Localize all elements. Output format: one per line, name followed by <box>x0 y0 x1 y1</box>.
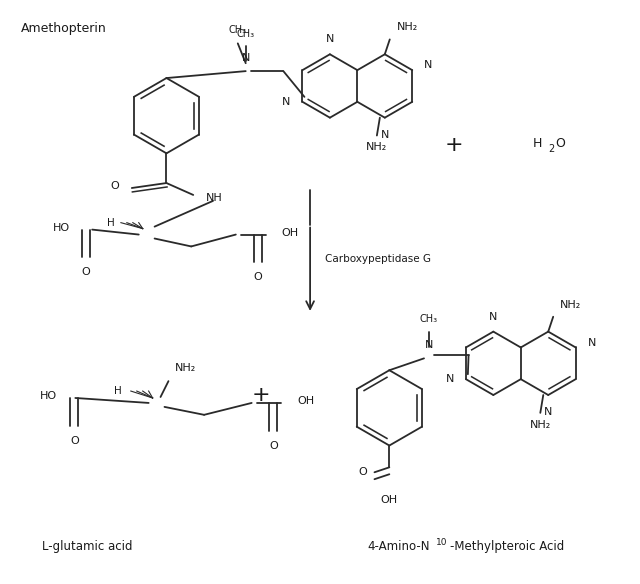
Text: +: + <box>444 135 463 155</box>
Text: NH: NH <box>206 193 223 203</box>
Text: O: O <box>253 272 262 282</box>
Text: N: N <box>241 53 250 63</box>
Text: H: H <box>114 386 122 396</box>
Text: O: O <box>556 137 566 150</box>
Text: CH₃: CH₃ <box>228 26 247 36</box>
Text: N: N <box>588 338 596 347</box>
Text: 10: 10 <box>436 537 447 547</box>
Text: HO: HO <box>40 391 56 401</box>
Text: N: N <box>445 374 454 384</box>
Text: N: N <box>381 130 389 140</box>
Text: N: N <box>326 34 334 44</box>
Text: NH₂: NH₂ <box>397 23 418 33</box>
Text: N: N <box>489 312 497 322</box>
Text: CH₃: CH₃ <box>237 29 255 40</box>
Text: L-glutamic acid: L-glutamic acid <box>42 540 132 554</box>
Text: OH: OH <box>282 228 298 238</box>
Text: N: N <box>424 60 433 70</box>
Text: OH: OH <box>297 396 314 406</box>
Text: H: H <box>533 137 542 150</box>
Text: N: N <box>544 407 552 417</box>
Text: +: + <box>252 385 270 405</box>
Text: O: O <box>110 181 119 191</box>
Text: 4-Amino-N: 4-Amino-N <box>367 540 430 554</box>
Text: N: N <box>425 340 433 350</box>
Text: O: O <box>82 267 91 277</box>
Text: 2: 2 <box>548 144 554 154</box>
Text: CH₃: CH₃ <box>420 314 438 324</box>
Text: Amethopterin: Amethopterin <box>21 22 107 34</box>
Text: N: N <box>282 97 291 107</box>
Text: O: O <box>269 440 278 451</box>
Text: H: H <box>108 218 115 228</box>
Text: O: O <box>359 467 367 477</box>
Text: OH: OH <box>381 495 398 505</box>
Text: NH₂: NH₂ <box>560 300 581 310</box>
Text: HO: HO <box>53 223 70 232</box>
Text: NH₂: NH₂ <box>366 142 387 152</box>
Text: -Methylpteroic Acid: -Methylpteroic Acid <box>450 540 564 554</box>
Text: NH₂: NH₂ <box>174 363 196 373</box>
Text: NH₂: NH₂ <box>530 420 551 430</box>
Text: O: O <box>70 436 79 446</box>
Text: Carboxypeptidase G: Carboxypeptidase G <box>325 254 431 265</box>
